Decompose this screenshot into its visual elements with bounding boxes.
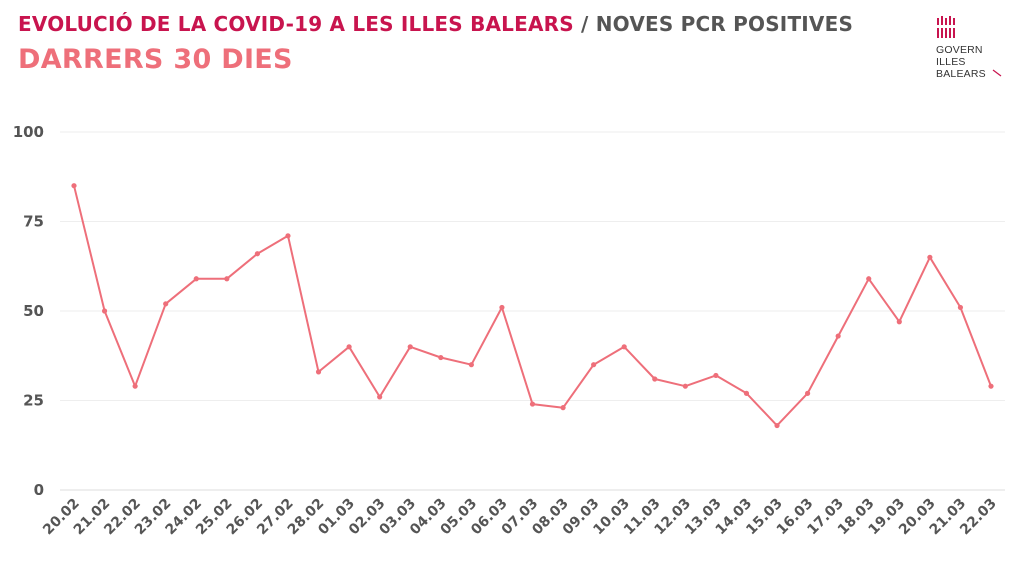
grid-layer [60, 131, 1005, 491]
data-point [377, 394, 383, 400]
data-point [132, 383, 138, 389]
y-tick-label: 100 [13, 123, 44, 141]
data-points [71, 183, 994, 429]
y-tick-label: 25 [23, 392, 44, 410]
data-point [71, 183, 77, 189]
y-tick-label: 0 [34, 481, 44, 499]
chart-subtitle: DARRERS 30 DIES [18, 44, 293, 75]
govern-illes-balears-logo-icon [936, 16, 956, 38]
data-point [866, 276, 872, 282]
data-point [438, 354, 444, 361]
data-point [896, 319, 902, 325]
data-point [957, 304, 964, 311]
logo-slash-icon [992, 69, 1002, 77]
data-point [254, 251, 260, 257]
data-point [193, 276, 199, 282]
data-point [774, 422, 780, 429]
data-point [468, 362, 474, 368]
data-point [682, 383, 688, 389]
data-point [591, 362, 597, 368]
chart-title: EVOLUCIÓ DE LA COVID-19 A LES ILLES BALE… [18, 12, 853, 36]
logo-line-1: GOVERN [936, 44, 983, 56]
y-tick-label: 75 [23, 213, 44, 231]
data-point [529, 401, 536, 407]
data-point [988, 383, 994, 389]
data-point [743, 390, 750, 396]
data-point [621, 344, 627, 350]
chart-title-main: EVOLUCIÓ DE LA COVID-19 A LES ILLES BALE… [18, 12, 574, 36]
y-axis-ticks: 0 25 50 75 100 [13, 123, 44, 499]
data-point [163, 301, 169, 307]
data-point [927, 254, 933, 260]
logo-text: GOVERN ILLES BALEARS [936, 44, 986, 80]
govern-logo: GOVERN ILLES BALEARS [936, 16, 1016, 86]
data-point [805, 390, 811, 396]
data-point [499, 304, 505, 311]
data-point [315, 369, 322, 375]
data-point [346, 344, 352, 350]
chart-title-metric: NOVES PCR POSITIVES [595, 12, 854, 36]
chart-title-separator: / [573, 12, 596, 36]
data-point [224, 276, 230, 282]
data-point [713, 372, 719, 379]
logo-line-3: BALEARS [936, 68, 986, 80]
data-point [285, 233, 291, 239]
x-axis-ticks: 20.0221.0222.0223.0224.0225.0226.0227.02… [40, 496, 1000, 539]
y-tick-label: 50 [23, 302, 44, 320]
data-point [101, 308, 108, 314]
data-point [560, 405, 566, 411]
data-point [407, 344, 413, 350]
data-point [652, 376, 658, 382]
logo-line-2: ILLES [936, 56, 966, 68]
data-point [835, 333, 841, 339]
